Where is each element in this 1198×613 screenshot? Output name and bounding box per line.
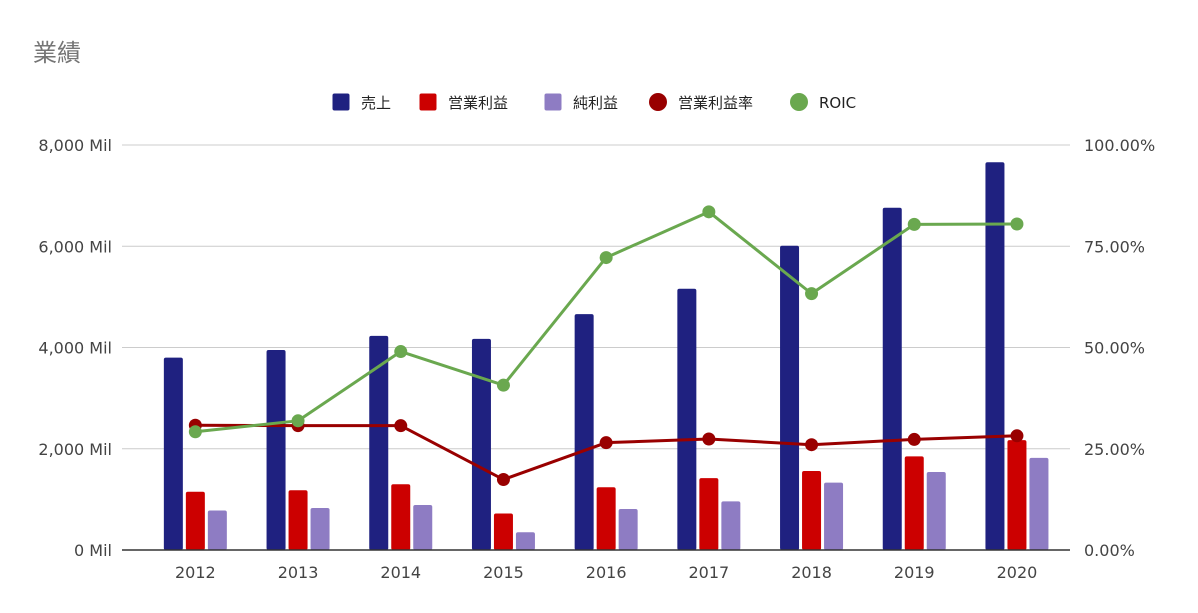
bar xyxy=(780,245,800,550)
legend-swatch xyxy=(419,93,437,111)
bar xyxy=(1007,440,1027,550)
legend-label: ROIC xyxy=(819,94,856,112)
chart-title: 業績 xyxy=(33,39,81,67)
data-point xyxy=(394,345,408,359)
data-point xyxy=(1010,217,1024,231)
data-point xyxy=(805,287,819,301)
left-axis: 0 Mil 2,000 Mil 4,000 Mil 6,000 Mil 8,000 Mi… xyxy=(38,136,112,560)
legend-label: 営業利益率 xyxy=(678,94,753,112)
bar xyxy=(310,507,330,550)
bar xyxy=(207,510,227,550)
bar xyxy=(471,338,491,550)
left-axis-tick-label: 2,000 Mil xyxy=(38,440,112,459)
data-point xyxy=(805,438,819,452)
bar xyxy=(824,482,844,550)
data-point xyxy=(702,205,716,219)
data-point xyxy=(599,251,613,265)
legend: 売上 営業利益 純利益 営業利益率 ROIC xyxy=(332,93,856,112)
x-axis-tick-label: 2016 xyxy=(586,563,627,582)
bar xyxy=(926,472,946,550)
bar xyxy=(515,532,535,550)
x-axis-tick-label: 2017 xyxy=(688,563,729,582)
data-point xyxy=(599,436,613,450)
data-point xyxy=(394,419,408,433)
bar xyxy=(391,484,411,550)
lines xyxy=(188,205,1024,487)
x-axis-tick-label: 2013 xyxy=(278,563,319,582)
legend-swatch xyxy=(544,93,562,111)
legend-swatch xyxy=(790,93,808,111)
right-axis-tick-label: 100.00% xyxy=(1084,136,1155,155)
right-axis-tick-label: 75.00% xyxy=(1084,237,1145,256)
x-axis-tick-label: 2014 xyxy=(380,563,421,582)
bar xyxy=(985,162,1005,550)
bar xyxy=(413,504,433,550)
data-point xyxy=(1010,429,1024,443)
legend-swatch xyxy=(332,93,350,111)
left-axis-tick-label: 4,000 Mil xyxy=(38,339,112,358)
x-axis-tick-label: 2018 xyxy=(791,563,832,582)
bar xyxy=(574,314,594,550)
bar xyxy=(596,487,616,550)
data-point xyxy=(496,473,510,487)
bar xyxy=(266,350,286,550)
left-axis-tick-label: 6,000 Mil xyxy=(38,237,112,256)
x-axis-tick-label: 2015 xyxy=(483,563,524,582)
legend-label: 売上 xyxy=(361,94,391,112)
x-axis-tick-label: 2020 xyxy=(997,563,1038,582)
legend-swatch xyxy=(649,93,667,111)
bar xyxy=(163,357,183,550)
x-axis-tick-label: 2012 xyxy=(175,563,216,582)
bar xyxy=(185,491,205,550)
right-axis-tick-label: 0.00% xyxy=(1084,541,1135,560)
right-axis-tick-label: 25.00% xyxy=(1084,440,1145,459)
x-axis-tick-label: 2019 xyxy=(894,563,935,582)
grid xyxy=(122,144,1070,450)
bar xyxy=(904,456,924,550)
bar xyxy=(618,508,638,550)
right-axis: 0.00% 25.00% 50.00% 75.00% 100.00% xyxy=(1084,136,1155,560)
bar xyxy=(882,207,902,550)
bar xyxy=(369,335,389,550)
right-axis-tick-label: 50.00% xyxy=(1084,339,1145,358)
bar xyxy=(1029,457,1049,550)
data-point xyxy=(188,425,202,439)
left-axis-tick-label: 8,000 Mil xyxy=(38,136,112,155)
x-axis: 2012 2013 2014 2015 2016 2017 2018 2019 2020 xyxy=(122,549,1070,582)
bar xyxy=(721,501,741,550)
data-point xyxy=(702,432,716,446)
bar xyxy=(699,478,719,550)
bar xyxy=(677,288,697,550)
data-point xyxy=(907,217,921,231)
bar xyxy=(288,490,308,550)
data-point xyxy=(907,432,921,446)
bars xyxy=(163,162,1049,550)
data-point xyxy=(496,378,510,392)
bar xyxy=(802,471,822,550)
legend-label: 純利益 xyxy=(573,94,618,112)
left-axis-tick-label: 0 Mil xyxy=(74,541,112,560)
bar xyxy=(493,513,513,550)
data-point xyxy=(291,414,305,428)
legend-label: 営業利益 xyxy=(448,94,508,112)
